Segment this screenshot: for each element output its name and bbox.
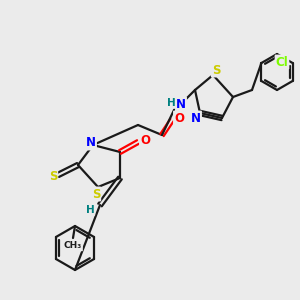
Text: H: H [167,98,176,108]
Text: N: N [176,98,186,110]
Text: H: H [85,205,94,215]
Text: S: S [212,64,220,76]
Text: O: O [140,134,150,146]
Text: O: O [174,112,184,124]
Text: CH₃: CH₃ [64,242,82,250]
Text: N: N [86,136,96,149]
Text: S: S [49,170,57,184]
Text: S: S [92,188,100,200]
Text: N: N [191,112,201,124]
Text: Cl: Cl [276,56,288,68]
